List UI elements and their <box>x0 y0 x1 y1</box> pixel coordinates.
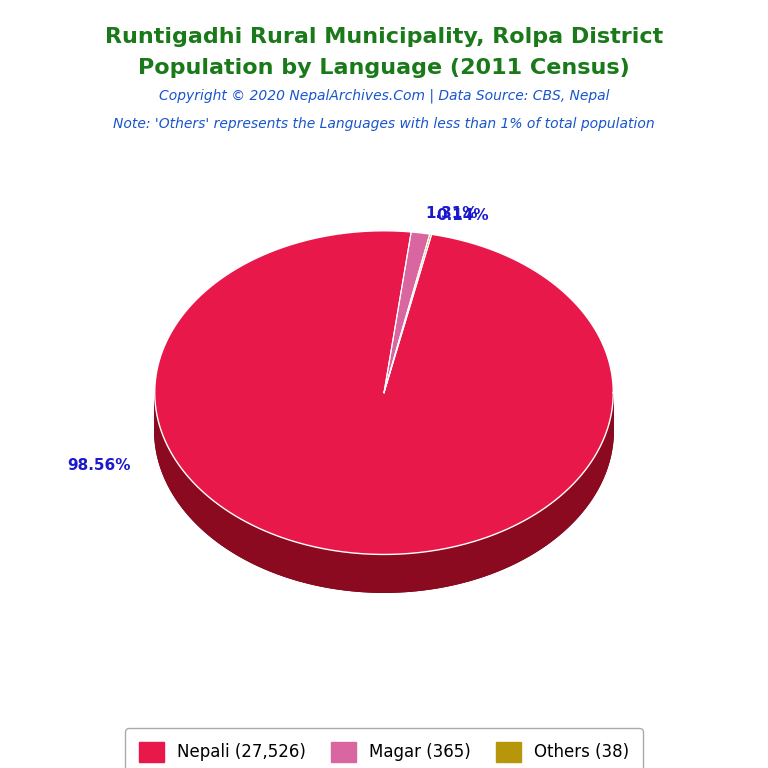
Polygon shape <box>384 232 430 392</box>
Text: Note: 'Others' represents the Languages with less than 1% of total population: Note: 'Others' represents the Languages … <box>113 117 655 131</box>
Polygon shape <box>384 234 432 392</box>
Polygon shape <box>154 230 614 554</box>
Legend: Nepali (27,526), Magar (365), Others (38): Nepali (27,526), Magar (365), Others (38… <box>125 728 643 768</box>
Text: Runtigadhi Rural Municipality, Rolpa District: Runtigadhi Rural Municipality, Rolpa Dis… <box>105 27 663 47</box>
Text: 98.56%: 98.56% <box>68 458 131 473</box>
Text: 1.31%: 1.31% <box>425 206 478 221</box>
Text: 0.14%: 0.14% <box>436 207 489 223</box>
Polygon shape <box>154 393 614 592</box>
Polygon shape <box>154 392 614 592</box>
Text: Population by Language (2011 Census): Population by Language (2011 Census) <box>138 58 630 78</box>
Text: Copyright © 2020 NepalArchives.Com | Data Source: CBS, Nepal: Copyright © 2020 NepalArchives.Com | Dat… <box>159 88 609 103</box>
